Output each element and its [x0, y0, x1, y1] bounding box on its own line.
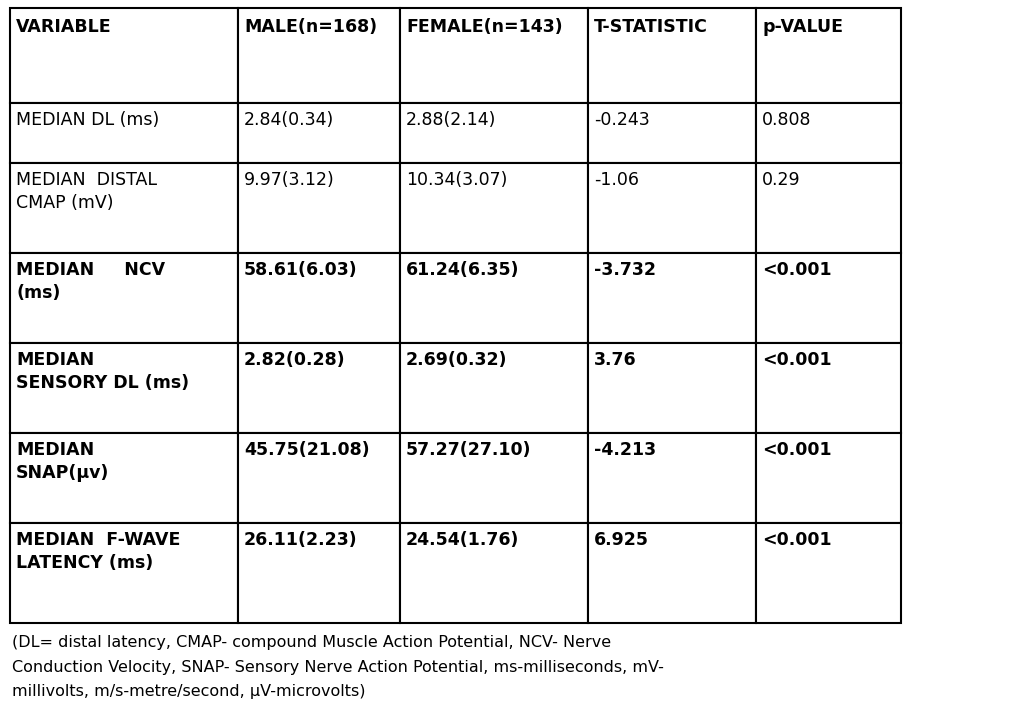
Text: MEDIAN     NCV
(ms): MEDIAN NCV (ms)	[16, 261, 165, 302]
Bar	[400, 8, 588, 103]
Text: 6.925: 6.925	[594, 531, 649, 549]
Text: <0.001: <0.001	[762, 351, 832, 369]
Bar	[588, 343, 756, 433]
Text: 58.61(6.03): 58.61(6.03)	[244, 261, 358, 279]
Bar	[238, 523, 400, 623]
Text: MEDIAN
SENSORY DL (ms): MEDIAN SENSORY DL (ms)	[16, 351, 189, 392]
Text: 61.24(6.35): 61.24(6.35)	[406, 261, 520, 279]
Bar	[10, 103, 238, 163]
Bar	[400, 343, 588, 433]
Text: T-STATISTIC: T-STATISTIC	[594, 18, 708, 36]
Bar	[10, 343, 238, 433]
Text: 24.54(1.76): 24.54(1.76)	[406, 531, 520, 549]
Text: <0.001: <0.001	[762, 441, 832, 459]
Text: 0.808: 0.808	[762, 111, 812, 129]
Bar	[588, 523, 756, 623]
Bar	[400, 163, 588, 253]
Text: 2.88(2.14): 2.88(2.14)	[406, 111, 496, 129]
Bar	[756, 103, 901, 163]
Bar	[238, 343, 400, 433]
Bar	[400, 433, 588, 523]
Text: -3.732: -3.732	[594, 261, 656, 279]
Bar	[10, 523, 238, 623]
Bar	[400, 523, 588, 623]
Bar	[756, 433, 901, 523]
Text: -4.213: -4.213	[594, 441, 656, 459]
Text: <0.001: <0.001	[762, 261, 832, 279]
Text: VARIABLE: VARIABLE	[16, 18, 111, 36]
Bar	[400, 253, 588, 343]
Bar	[756, 8, 901, 103]
Bar	[756, 523, 901, 623]
Bar	[400, 103, 588, 163]
Bar	[10, 253, 238, 343]
Bar	[10, 163, 238, 253]
Text: 2.69(0.32): 2.69(0.32)	[406, 351, 508, 369]
Bar	[588, 433, 756, 523]
Text: MEDIAN DL (ms): MEDIAN DL (ms)	[16, 111, 160, 129]
Text: FEMALE(n=143): FEMALE(n=143)	[406, 18, 563, 36]
Text: p-VALUE: p-VALUE	[762, 18, 843, 36]
Bar	[588, 253, 756, 343]
Text: 26.11(2.23): 26.11(2.23)	[244, 531, 358, 549]
Text: MEDIAN
SNAP(μv): MEDIAN SNAP(μv)	[16, 441, 109, 482]
Text: 57.27(27.10): 57.27(27.10)	[406, 441, 532, 459]
Bar	[756, 253, 901, 343]
Bar	[10, 433, 238, 523]
Text: 9.97(3.12): 9.97(3.12)	[244, 171, 335, 189]
Text: 10.34(3.07): 10.34(3.07)	[406, 171, 508, 189]
Bar	[588, 8, 756, 103]
Text: 2.82(0.28): 2.82(0.28)	[244, 351, 346, 369]
Bar	[588, 163, 756, 253]
Text: 3.76: 3.76	[594, 351, 637, 369]
Bar	[588, 103, 756, 163]
Bar	[238, 433, 400, 523]
Text: 0.29: 0.29	[762, 171, 801, 189]
Text: MALE(n=168): MALE(n=168)	[244, 18, 377, 36]
Bar	[756, 163, 901, 253]
Bar	[10, 8, 238, 103]
Bar	[238, 163, 400, 253]
Bar	[238, 253, 400, 343]
Text: <0.001: <0.001	[762, 531, 832, 549]
Text: (DL= distal latency, CMAP- compound Muscle Action Potential, NCV- Nerve
Conducti: (DL= distal latency, CMAP- compound Musc…	[12, 635, 664, 699]
Text: MEDIAN  F-WAVE
LATENCY (ms): MEDIAN F-WAVE LATENCY (ms)	[16, 531, 180, 572]
Bar	[238, 8, 400, 103]
Text: -0.243: -0.243	[594, 111, 650, 129]
Bar	[238, 103, 400, 163]
Bar	[756, 343, 901, 433]
Text: 45.75(21.08): 45.75(21.08)	[244, 441, 370, 459]
Text: MEDIAN  DISTAL
CMAP (mV): MEDIAN DISTAL CMAP (mV)	[16, 171, 157, 212]
Text: 2.84(0.34): 2.84(0.34)	[244, 111, 335, 129]
Text: -1.06: -1.06	[594, 171, 639, 189]
